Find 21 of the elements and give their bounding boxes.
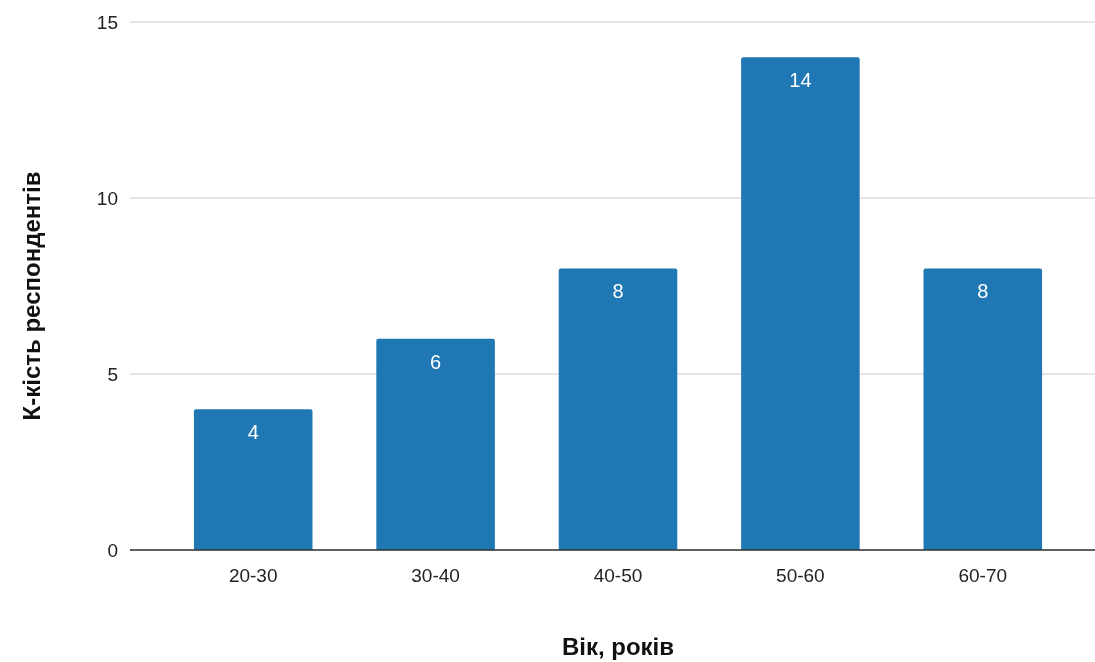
x-tick-label: 60-70 [958, 565, 1008, 586]
data-label: 8 [612, 280, 624, 303]
x-tick-label: 20-30 [228, 565, 278, 586]
x-tick-label: 30-40 [411, 565, 460, 586]
data-label: 14 [789, 69, 812, 92]
bar [558, 268, 678, 550]
data-label: 4 [247, 421, 259, 444]
bar [193, 409, 313, 550]
x-tick-label: 50-60 [776, 565, 825, 586]
y-tick-label: 10 [96, 187, 118, 209]
data-label: 6 [430, 350, 442, 373]
bar [923, 268, 1043, 550]
y-axis-title: К-кість респондентів [18, 171, 45, 421]
bar [741, 57, 860, 550]
bar [376, 338, 495, 550]
y-tick-label: 5 [107, 363, 118, 385]
x-axis-title: Вік, років [561, 633, 675, 660]
data-label: 8 [977, 280, 989, 303]
y-tick-label: 15 [96, 11, 118, 33]
x-tick-label: 40-50 [593, 565, 643, 586]
y-tick-label: 0 [107, 539, 118, 561]
